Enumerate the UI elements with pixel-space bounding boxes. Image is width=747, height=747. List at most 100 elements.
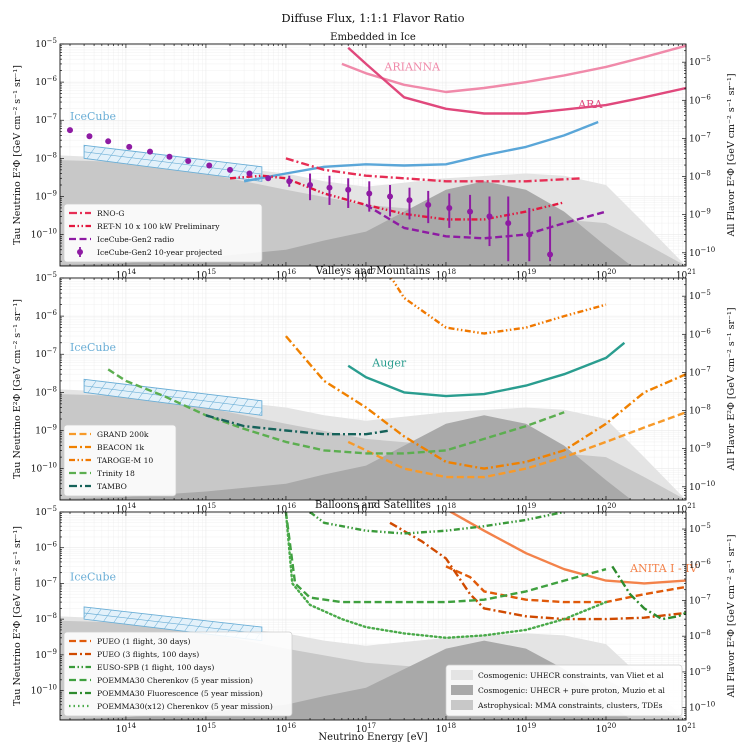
legend-label: RET-N 10 x 100 kW Preliminary xyxy=(97,222,220,231)
legend-frame xyxy=(63,631,293,717)
series-group xyxy=(107,278,686,479)
data-point xyxy=(286,178,293,185)
y-tick-label-right: 10−5 xyxy=(689,55,711,68)
series-line xyxy=(309,512,565,535)
series-line xyxy=(284,335,686,470)
legend-swatch xyxy=(77,249,83,255)
y-axis-label-right: All Flavor E²Φ [GeV cm⁻² s⁻¹ sr⁻¹] xyxy=(726,534,737,698)
y-axis-label-left: Tau Neutrino E²Φ [GeV cm⁻² s⁻¹ sr⁻¹] xyxy=(12,526,23,706)
y-tick-label-left: 10−5 xyxy=(35,271,57,284)
y-tick-label-right: 10−8 xyxy=(689,170,711,183)
panel-title: Embedded in Ice xyxy=(330,32,416,43)
data-point xyxy=(486,213,493,220)
legend-label: Astrophysical: MMA constraints, clusters… xyxy=(477,701,663,710)
icecube-band xyxy=(83,144,263,182)
legend: GRAND 200k BEACON 1k TAROGE-M 10 Trinity 18… xyxy=(63,424,177,497)
background-bands xyxy=(60,389,686,500)
data-point xyxy=(185,158,192,165)
y-tick-label-right: 10−7 xyxy=(689,131,711,144)
legend-frame xyxy=(63,203,263,263)
data-point xyxy=(425,201,432,208)
series-points xyxy=(66,127,554,262)
y-tick-label-right: 10−5 xyxy=(689,522,711,535)
data-point xyxy=(345,186,352,193)
series-line xyxy=(389,521,686,621)
data-point xyxy=(547,251,554,258)
legend-label: IceCube-Gen2 radio xyxy=(97,235,175,244)
axes-frame xyxy=(59,43,687,267)
curve-label: IceCube xyxy=(70,571,116,584)
y-tick-label-right: 10−7 xyxy=(689,365,711,378)
y-tick-label-left: 10−5 xyxy=(35,505,57,518)
series-group xyxy=(66,44,686,262)
data-point xyxy=(105,138,112,145)
y-ticks-right: 10−10 10−9 10−8 10−7 10−6 10−5 xyxy=(682,50,715,265)
y-ticks-left: 10−10 10−9 10−8 10−7 10−6 10−5 xyxy=(31,271,64,496)
x-tick-label: 1014 xyxy=(116,722,137,735)
x-tick-label: 1020 xyxy=(596,722,616,735)
panel-3: Balloons and Satellites ANITA I - IV IceCu… xyxy=(12,500,737,735)
legend-frame xyxy=(445,664,683,717)
icecube-band xyxy=(83,378,263,416)
y-tick-label-right: 10−10 xyxy=(689,246,715,259)
curve-label: ARIANNA xyxy=(383,61,441,74)
data-point xyxy=(446,204,453,211)
series-line xyxy=(448,512,686,585)
legend-label: TAROGE-M 10 xyxy=(97,456,153,465)
legend-label: Trinity 18 xyxy=(97,469,135,478)
y-tick-label-left: 10−7 xyxy=(35,347,57,360)
y-tick-label-right: 10−10 xyxy=(689,701,715,714)
legend-label: POEMMA30 Fluorescence (5 year mission) xyxy=(97,689,263,698)
y-axis-label-left: Tau Neutrino E²Φ [GeV cm⁻² s⁻¹ sr⁻¹] xyxy=(12,65,23,245)
data-point xyxy=(307,182,314,189)
data-point xyxy=(326,184,333,191)
curve-label: IceCube xyxy=(70,341,116,354)
legend-label: Cosmogenic: UHECR constraints, van Vliet… xyxy=(478,671,664,680)
legend-label: PUEO (1 flight, 30 days) xyxy=(97,637,191,646)
series-line xyxy=(284,512,608,639)
legend: PUEO (1 flight, 30 days) PUEO (3 flights,… xyxy=(63,631,293,717)
series-line xyxy=(347,411,686,479)
legend-label: BEACON 1k xyxy=(97,443,145,452)
series-line xyxy=(347,341,626,398)
panel-title: Valleys and Mountains xyxy=(315,266,430,277)
data-point xyxy=(467,208,474,215)
series-line xyxy=(365,203,607,240)
band-legend: Cosmogenic: UHECR constraints, van Vliet… xyxy=(445,664,683,717)
curve-label: ANITA I - IV xyxy=(629,562,698,575)
y-tick-label-right: 10−6 xyxy=(689,93,711,106)
data-point xyxy=(66,127,73,134)
y-tick-label-right: 10−6 xyxy=(689,558,711,571)
x-tick-label: 1021 xyxy=(676,722,696,735)
data-point xyxy=(406,197,413,204)
legend-label: POEMMA30(x12) Cherenkov (5 year mission) xyxy=(97,702,273,711)
series-group xyxy=(284,512,686,639)
y-tick-label-left: 10−10 xyxy=(31,228,57,241)
y-tick-label-right: 10−9 xyxy=(689,442,711,455)
series-line xyxy=(347,46,686,115)
y-tick-label-left: 10−9 xyxy=(35,648,57,661)
panels: Embedded in Ice ARIANNA ARA IceCube 1014 1015… xyxy=(12,32,737,735)
data-point xyxy=(166,153,173,160)
curve-label: Auger xyxy=(371,356,407,369)
y-tick-label-left: 10−8 xyxy=(35,151,57,164)
data-point xyxy=(126,143,133,150)
series-line xyxy=(611,565,686,621)
y-ticks-right: 10−10 10−9 10−8 10−7 10−6 10−5 xyxy=(682,517,715,719)
icecube-band-midline xyxy=(84,385,262,409)
y-tick-label-left: 10−6 xyxy=(35,541,57,554)
y-axis-label-right: All Flavor E²Φ [GeV cm⁻² s⁻¹ sr⁻¹] xyxy=(726,73,737,237)
y-tick-label-left: 10−6 xyxy=(35,75,57,88)
x-tick-label: 1018 xyxy=(436,722,456,735)
y-tick-label-left: 10−6 xyxy=(35,309,57,322)
y-tick-label-right: 10−7 xyxy=(689,593,711,606)
y-tick-label-right: 10−5 xyxy=(689,289,711,302)
x-tick-label: 1016 xyxy=(276,722,297,735)
data-point xyxy=(227,166,234,173)
series-line xyxy=(285,157,582,183)
axes-frame xyxy=(59,277,687,501)
x-tick-label: 1015 xyxy=(196,722,216,735)
